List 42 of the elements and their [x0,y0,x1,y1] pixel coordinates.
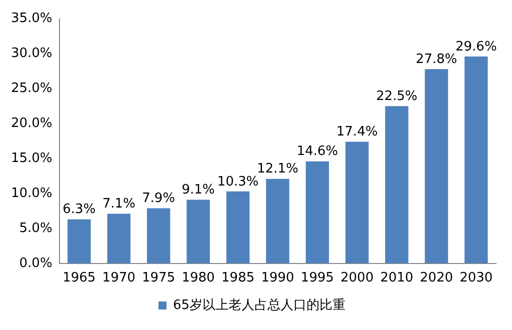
x-tick-label: 1990 [261,270,294,286]
x-tick-label: 1965 [62,270,96,286]
y-tick-label: 10.0% [10,186,52,201]
data-label: 27.8% [416,52,458,67]
x-tick-label: 2030 [460,270,493,286]
data-label: 12.1% [256,162,298,177]
x-tick-label: 1980 [182,270,215,286]
legend-label: 65岁以上老人占总人口的比重 [172,298,346,313]
y-tick-label: 25.0% [10,81,52,96]
y-tick-label: 5.0% [19,220,52,236]
data-label: 10.3% [217,174,259,190]
bar [68,219,91,264]
bar [306,161,329,264]
data-label: 14.6% [296,144,338,160]
x-tick-label: 1995 [300,270,334,286]
data-label: 17.4% [336,124,378,140]
data-label: 22.5% [376,89,418,104]
x-tick-label: 2020 [420,270,453,286]
y-tick-label: 20.0% [10,116,52,132]
data-label: 7.9% [142,191,176,206]
bar [226,191,250,264]
bar [107,214,130,264]
y-tick-label: 0.0% [19,256,52,271]
y-tick-label: 30.0% [10,46,52,62]
bar [464,56,488,264]
bar [424,69,448,264]
bar [345,142,369,264]
bar [146,208,170,264]
x-tick-label: 1970 [102,270,136,286]
x-tick-label: 2000 [340,270,374,286]
x-tick-label: 1975 [142,270,176,286]
x-tick-label: 2010 [380,270,414,286]
y-tick-label: 35.0% [10,11,52,26]
data-label: 29.6% [455,39,497,54]
bar [186,200,210,264]
data-label: 7.1% [102,196,136,212]
x-tick-label: 1985 [221,270,254,286]
bar [385,106,408,264]
data-label: 9.1% [182,182,215,198]
y-tick-label: 15.0% [10,150,52,166]
data-label: 6.3% [62,202,96,218]
bar [266,178,290,264]
